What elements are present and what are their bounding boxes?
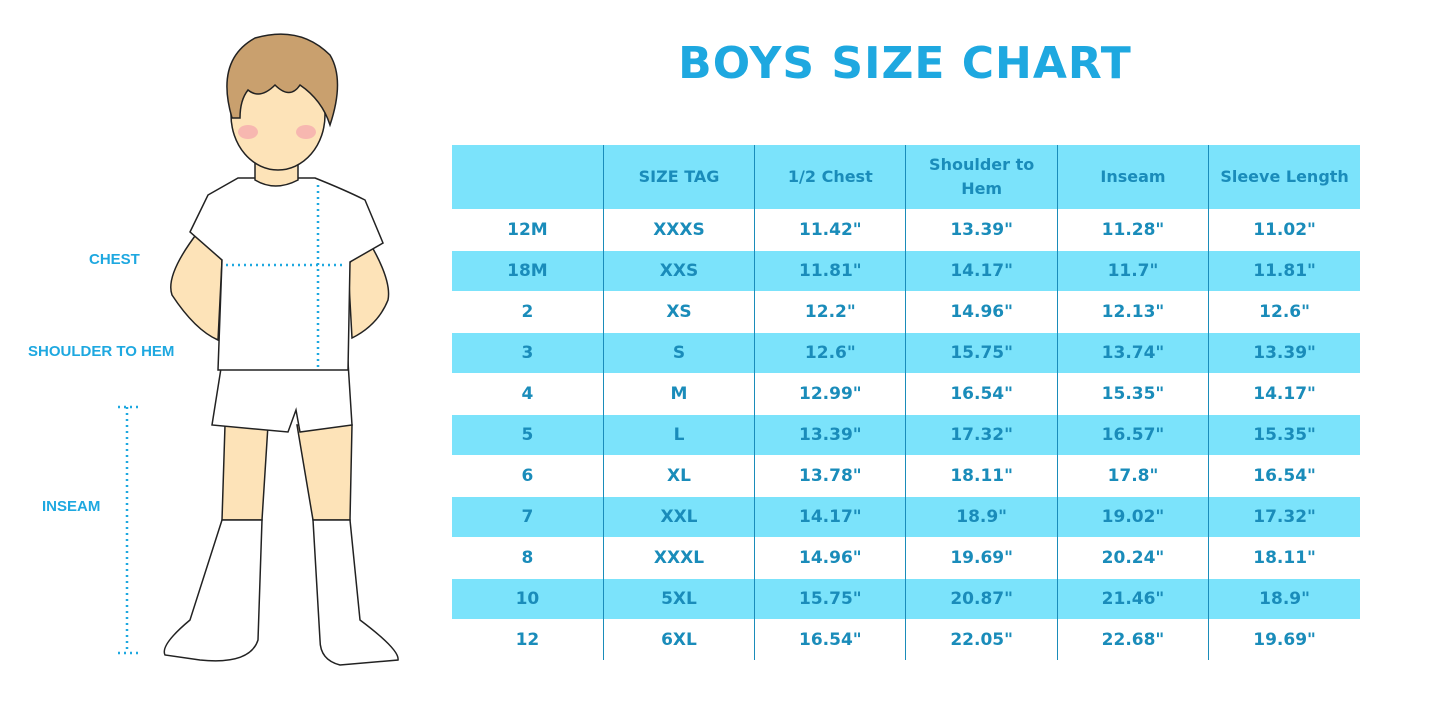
table-cell: L bbox=[602, 414, 755, 456]
chart-title: BOYS SIZE CHART bbox=[678, 38, 1132, 89]
table-cell: 14.96" bbox=[754, 537, 906, 579]
table-row: 12 6XL 16.54" 22.05" 22.68" 19.69" bbox=[452, 619, 1360, 660]
table-cell: 12 bbox=[452, 619, 604, 660]
table-cell: 18M bbox=[452, 250, 604, 292]
table-cell: XXL bbox=[602, 496, 755, 538]
table-cell: 12.6" bbox=[754, 332, 906, 374]
table-cell: 17.32" bbox=[1208, 496, 1360, 538]
table-cell: 3 bbox=[452, 332, 604, 374]
table-cell: 11.7" bbox=[1056, 250, 1209, 292]
table-cell: 6 bbox=[452, 455, 604, 497]
column-header: Shoulder to Hem bbox=[905, 145, 1058, 210]
table-cell: 14.96" bbox=[905, 291, 1058, 333]
table-cell: XL bbox=[602, 455, 755, 497]
column-header: SIZE TAG bbox=[602, 145, 755, 210]
table-cell: 18.11" bbox=[1208, 537, 1360, 579]
table-cell: 11.81" bbox=[1208, 250, 1360, 292]
table-cell: 16.54" bbox=[754, 619, 906, 660]
table-cell: 16.54" bbox=[905, 373, 1058, 415]
table-cell: 12.13" bbox=[1056, 291, 1209, 333]
table-cell: 4 bbox=[452, 373, 604, 415]
table-row: 4 M 12.99" 16.54" 15.35" 14.17" bbox=[452, 373, 1360, 415]
column-header: 1/2 Chest bbox=[754, 145, 906, 210]
table-cell: 7 bbox=[452, 496, 604, 538]
table-cell: 10 bbox=[452, 578, 604, 620]
table-cell: XXXL bbox=[602, 537, 755, 579]
table-cell: 12.6" bbox=[1208, 291, 1360, 333]
table-row: 6 XL 13.78" 18.11" 17.8" 16.54" bbox=[452, 455, 1360, 497]
table-cell: 11.42" bbox=[754, 209, 906, 251]
table-cell: 20.87" bbox=[905, 578, 1058, 620]
table-row: 3 S 12.6" 15.75" 13.74" 13.39" bbox=[452, 332, 1360, 374]
table-cell: 16.57" bbox=[1056, 414, 1209, 456]
table-cell: XS bbox=[602, 291, 755, 333]
table-cell: 19.02" bbox=[1056, 496, 1209, 538]
table-cell: 15.35" bbox=[1208, 414, 1360, 456]
table-cell: 12.2" bbox=[754, 291, 906, 333]
table-cell: 14.17" bbox=[754, 496, 906, 538]
table-cell: 14.17" bbox=[1208, 373, 1360, 415]
table-cell: 2 bbox=[452, 291, 604, 333]
table-cell: 13.39" bbox=[1208, 332, 1360, 374]
table-cell: 13.39" bbox=[905, 209, 1058, 251]
table-cell: XXS bbox=[602, 250, 755, 292]
inseam-label: INSEAM bbox=[42, 498, 101, 515]
table-cell: 22.68" bbox=[1056, 619, 1209, 660]
table-cell: XXXS bbox=[602, 209, 755, 251]
table-row: 18M XXS 11.81" 14.17" 11.7" 11.81" bbox=[452, 250, 1360, 292]
table-cell: 11.28" bbox=[1056, 209, 1209, 251]
size-table: SIZE TAG 1/2 Chest Shoulder to Hem Inseam Sl… bbox=[452, 145, 1360, 660]
table-row: 12M XXXS 11.42" 13.39" 11.28" 11.02" bbox=[452, 209, 1360, 251]
table-cell: 11.81" bbox=[754, 250, 906, 292]
table-cell: 15.75" bbox=[754, 578, 906, 620]
table-cell: 6XL bbox=[602, 619, 755, 660]
shoulder-to-hem-label: SHOULDER TO HEM bbox=[28, 343, 175, 360]
table-cell: 14.17" bbox=[905, 250, 1058, 292]
table-cell: 18.9" bbox=[905, 496, 1058, 538]
table-cell: 15.75" bbox=[905, 332, 1058, 374]
table-cell: 12.99" bbox=[754, 373, 906, 415]
table-cell: 18.11" bbox=[905, 455, 1058, 497]
table-row: 5 L 13.39" 17.32" 16.57" 15.35" bbox=[452, 414, 1360, 456]
table-cell: 19.69" bbox=[905, 537, 1058, 579]
table-cell: 11.02" bbox=[1208, 209, 1360, 251]
column-header: Sleeve Length bbox=[1208, 145, 1360, 210]
table-cell: 17.32" bbox=[905, 414, 1058, 456]
table-cell: 13.74" bbox=[1056, 332, 1209, 374]
table-cell: S bbox=[602, 332, 755, 374]
boy-illustration: CHEST SHOULDER TO HEM INSEAM bbox=[0, 0, 440, 723]
chest-label: CHEST bbox=[89, 251, 140, 268]
table-cell: M bbox=[602, 373, 755, 415]
table-cell: 5XL bbox=[602, 578, 755, 620]
table-header-row: SIZE TAG 1/2 Chest Shoulder to Hem Inseam Sl… bbox=[452, 145, 1360, 210]
table-cell: 8 bbox=[452, 537, 604, 579]
table-cell: 19.69" bbox=[1208, 619, 1360, 660]
table-cell: 15.35" bbox=[1056, 373, 1209, 415]
boy-figure-icon bbox=[118, 33, 399, 666]
table-row: 2 XS 12.2" 14.96" 12.13" 12.6" bbox=[452, 291, 1360, 333]
table-cell: 16.54" bbox=[1208, 455, 1360, 497]
table-cell: 12M bbox=[452, 209, 604, 251]
table-cell: 5 bbox=[452, 414, 604, 456]
table-cell: 18.9" bbox=[1208, 578, 1360, 620]
table-row: 7 XXL 14.17" 18.9" 19.02" 17.32" bbox=[452, 496, 1360, 538]
table-cell: 22.05" bbox=[905, 619, 1058, 660]
table-cell: 17.8" bbox=[1056, 455, 1209, 497]
table-cell: 13.78" bbox=[754, 455, 906, 497]
table-row: 10 5XL 15.75" 20.87" 21.46" 18.9" bbox=[452, 578, 1360, 620]
table-cell: 13.39" bbox=[754, 414, 906, 456]
column-header bbox=[452, 145, 604, 210]
column-header: Inseam bbox=[1056, 145, 1209, 210]
table-row: 8 XXXL 14.96" 19.69" 20.24" 18.11" bbox=[452, 537, 1360, 579]
table-cell: 20.24" bbox=[1056, 537, 1209, 579]
table-cell: 21.46" bbox=[1056, 578, 1209, 620]
